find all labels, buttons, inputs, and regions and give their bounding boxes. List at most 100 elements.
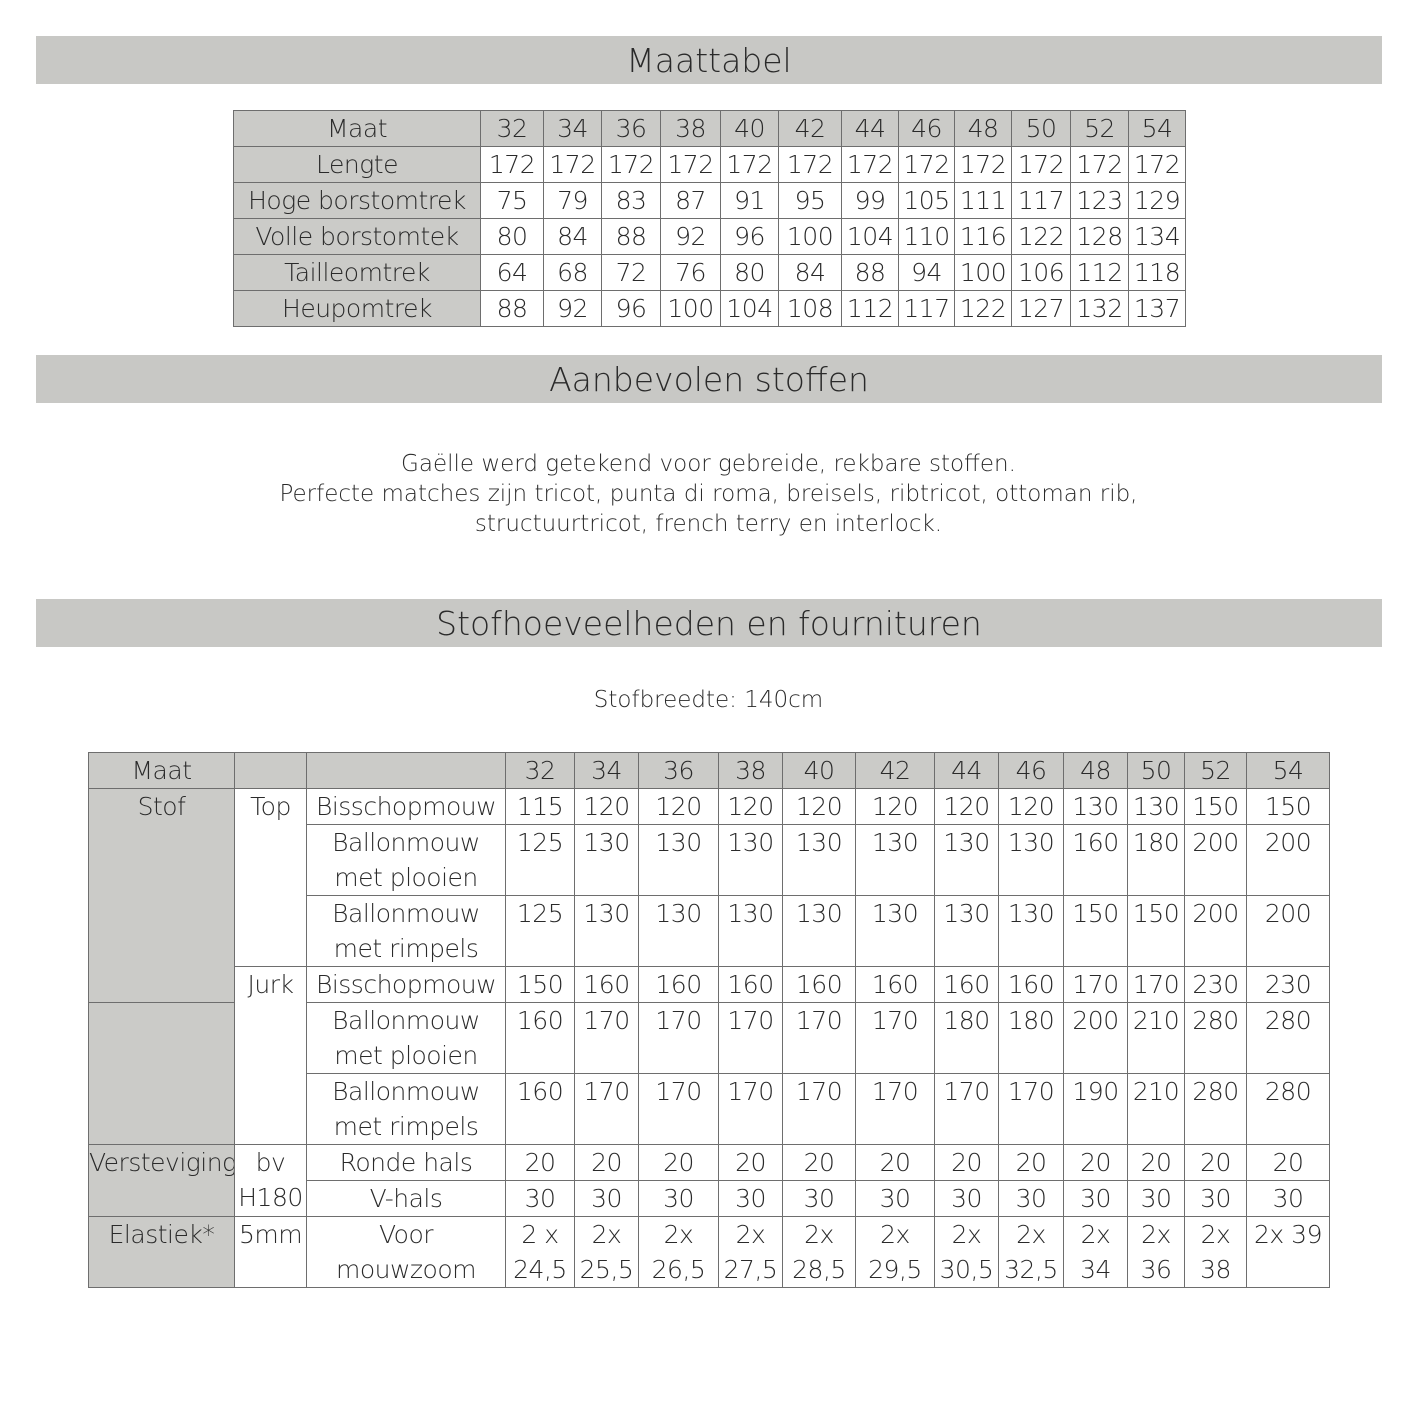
value-cell: 200 xyxy=(1063,1002,1128,1074)
value-cell: 132 xyxy=(1070,290,1129,327)
value-cell: 122 xyxy=(1011,218,1071,255)
value-cell: 172 xyxy=(543,146,602,183)
value-cell: 170 xyxy=(1127,966,1185,1003)
value-cell: 116 xyxy=(954,218,1012,255)
value-cell: 172 xyxy=(898,146,955,183)
value-cell: 120 xyxy=(855,788,935,825)
section-heading: Aanbevolen stoffen xyxy=(36,355,1382,403)
value-cell: 280 xyxy=(1184,1073,1247,1145)
group-cell xyxy=(88,1002,235,1145)
value-cell: 92 xyxy=(660,218,721,255)
value-cell: 92 xyxy=(543,290,602,327)
value-cell: 20 xyxy=(1127,1144,1185,1181)
value-cell: 130 xyxy=(855,824,935,896)
value-cell: 106 xyxy=(1011,254,1071,291)
value-cell: 118 xyxy=(1128,254,1186,291)
size-header: 42 xyxy=(855,752,935,789)
value-cell: 30 xyxy=(1246,1180,1330,1217)
value-cell: 160 xyxy=(505,1073,575,1145)
value-cell: 160 xyxy=(718,966,783,1003)
size-header: 36 xyxy=(601,110,661,147)
value-cell: 170 xyxy=(638,1073,719,1145)
value-cell: 105 xyxy=(898,182,955,219)
value-cell: 280 xyxy=(1184,1002,1247,1074)
value-cell: 2x 27,5 xyxy=(718,1216,783,1288)
row-label: Volle borstomtek xyxy=(233,218,481,255)
value-cell: 280 xyxy=(1246,1073,1330,1145)
value-cell: 2x 32,5 xyxy=(998,1216,1064,1288)
value-cell: 100 xyxy=(954,254,1012,291)
group-cell: Elastiek* xyxy=(88,1216,235,1288)
amounts-table: Maat 32 34 36 38 40 42 44 46 48 50 52 54 Stof Top Biss… xyxy=(88,752,1330,1288)
value-cell: 100 xyxy=(778,218,842,255)
value-cell: 170 xyxy=(782,1073,856,1145)
value-cell: 95 xyxy=(778,182,842,219)
value-cell: 84 xyxy=(778,254,842,291)
value-cell: 180 xyxy=(1127,824,1185,896)
value-cell: 130 xyxy=(1063,788,1128,825)
value-cell: 170 xyxy=(998,1073,1064,1145)
size-header: 38 xyxy=(718,752,783,789)
header-cell xyxy=(306,752,506,789)
value-cell: 120 xyxy=(934,788,999,825)
row-label: Lengte xyxy=(233,146,481,183)
section-heading: Maattabel xyxy=(36,36,1382,84)
value-cell: 104 xyxy=(720,290,779,327)
value-cell: 129 xyxy=(1128,182,1186,219)
value-cell: 170 xyxy=(1063,966,1128,1003)
value-cell: 150 xyxy=(1184,788,1247,825)
value-cell: 172 xyxy=(601,146,661,183)
value-cell: 180 xyxy=(934,1002,999,1074)
size-header: 44 xyxy=(841,110,899,147)
value-cell: 125 xyxy=(505,824,575,896)
value-cell: 30 xyxy=(574,1180,639,1217)
value-cell: 123 xyxy=(1070,182,1129,219)
value-cell: 91 xyxy=(720,182,779,219)
value-cell: 130 xyxy=(1127,788,1185,825)
value-cell: 30 xyxy=(505,1180,575,1217)
value-cell: 230 xyxy=(1246,966,1330,1003)
header-cell xyxy=(234,752,307,789)
value-cell: 160 xyxy=(782,966,856,1003)
value-cell: 120 xyxy=(718,788,783,825)
value-cell: 200 xyxy=(1184,895,1247,967)
value-cell: 130 xyxy=(574,824,639,896)
value-cell: 112 xyxy=(1070,254,1129,291)
size-header: 34 xyxy=(543,110,602,147)
value-cell: 130 xyxy=(718,824,783,896)
section-heading: Stofhoeveelheden en fournituren xyxy=(36,599,1382,647)
value-cell: 122 xyxy=(954,290,1012,327)
value-cell: 79 xyxy=(543,182,602,219)
group-cell: Versteviging xyxy=(88,1144,235,1217)
value-cell: 172 xyxy=(1128,146,1186,183)
value-cell: 170 xyxy=(855,1002,935,1074)
value-cell: 210 xyxy=(1127,1002,1185,1074)
value-cell: 80 xyxy=(480,218,544,255)
value-cell: 2x 36 xyxy=(1127,1216,1185,1288)
value-cell: 130 xyxy=(998,895,1064,967)
size-header: 38 xyxy=(660,110,721,147)
value-cell: 30 xyxy=(998,1180,1064,1217)
paragraph-line: Gaëlle werd getekend voor gebreide, rekb… xyxy=(401,451,1016,477)
value-cell: 172 xyxy=(778,146,842,183)
paragraph-line: Perfecte matches zijn tricot, punta di r… xyxy=(279,481,1138,507)
row-label: Ballonmouw met rimpels xyxy=(306,1073,506,1145)
value-cell: 2x 25,5 xyxy=(574,1216,639,1288)
value-cell: 130 xyxy=(782,824,856,896)
value-cell: 170 xyxy=(574,1073,639,1145)
value-cell: 87 xyxy=(660,182,721,219)
value-cell: 2 x 24,5 xyxy=(505,1216,575,1288)
value-cell: 170 xyxy=(574,1002,639,1074)
value-cell: 160 xyxy=(934,966,999,1003)
value-cell: 170 xyxy=(638,1002,719,1074)
size-header: 42 xyxy=(778,110,842,147)
value-cell: 108 xyxy=(778,290,842,327)
value-cell: 180 xyxy=(998,1002,1064,1074)
value-cell: 200 xyxy=(1184,824,1247,896)
value-cell: 160 xyxy=(505,1002,575,1074)
value-cell: 120 xyxy=(998,788,1064,825)
value-cell: 172 xyxy=(954,146,1012,183)
row-label: Voor mouwzoom xyxy=(306,1216,506,1288)
value-cell: 160 xyxy=(1063,824,1128,896)
size-header: 52 xyxy=(1184,752,1247,789)
